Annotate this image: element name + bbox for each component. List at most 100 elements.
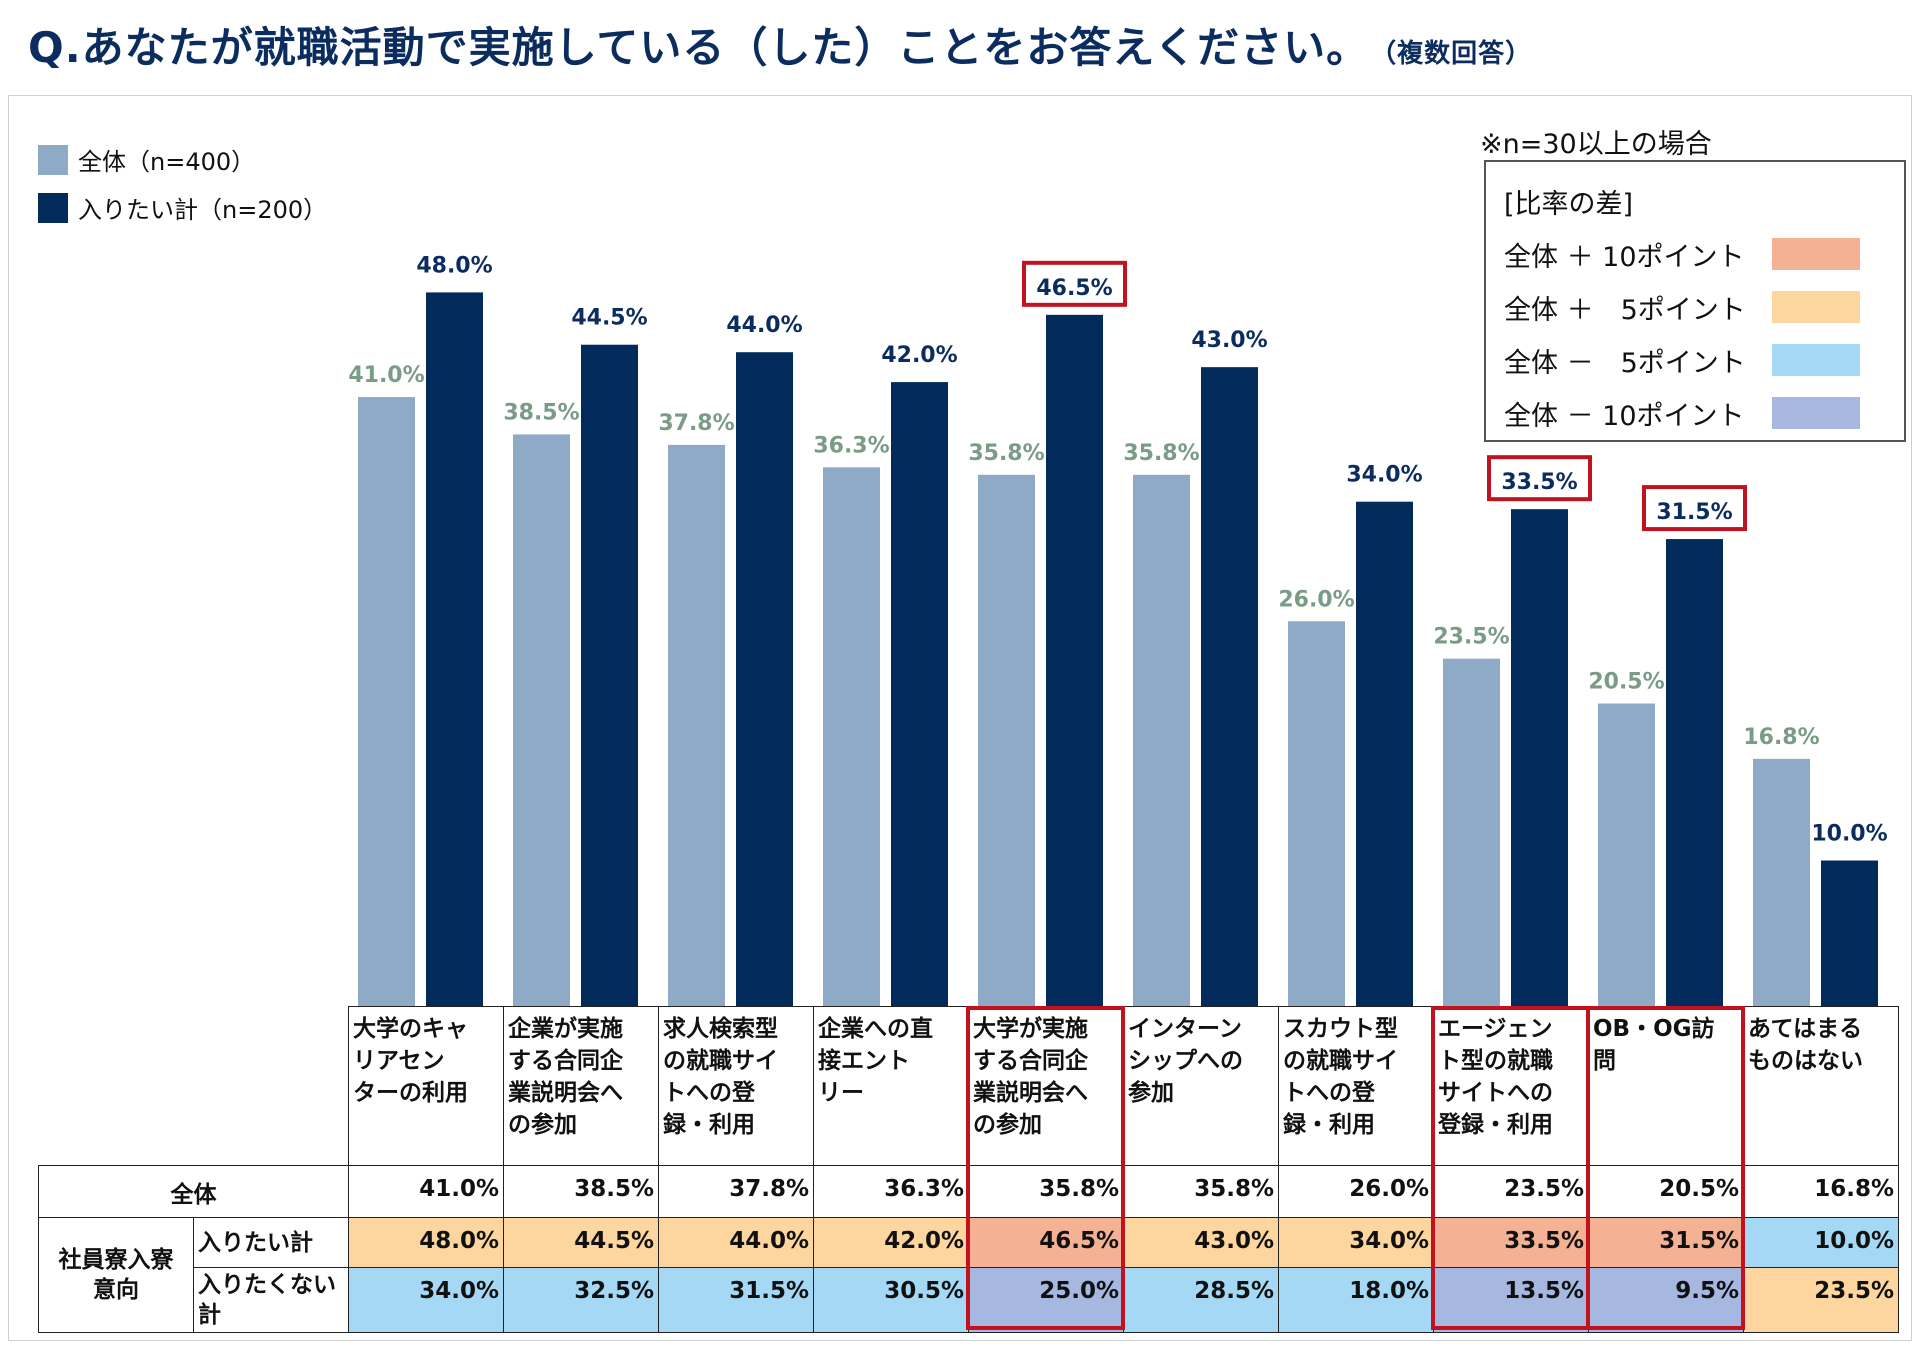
column-header-line: OB・OG訪 (1593, 1016, 1715, 1042)
bar-all-1 (513, 434, 570, 1010)
diff-swatch-minus10 (1772, 397, 1860, 429)
table-cell: 41.0% (348, 1165, 504, 1218)
table-cell: 44.0% (658, 1217, 814, 1268)
column-header-line: あてはまる (1748, 1016, 1863, 1042)
legend-item-all: 全体（n=400） (38, 142, 255, 177)
table-cell: 33.5% (1433, 1217, 1589, 1268)
table-cell: 31.5% (1588, 1217, 1744, 1268)
bar-all-9 (1753, 758, 1810, 1010)
column-header-5: インターン シップへの 参加 (1123, 1006, 1279, 1166)
title-text: Q.あなたが就職活動で実施している（した）ことをお答えください。 (28, 23, 1370, 72)
column-header-line: 接エント (818, 1048, 910, 1074)
diff-label-plus10: 全体 ＋ 10ポイント (1504, 242, 1745, 273)
column-header-line: 問 (1593, 1048, 1616, 1074)
column-header-line: サイトへの (1438, 1080, 1553, 1106)
label-all-4: 35.8% (968, 441, 1044, 466)
table-cell: 23.5% (1743, 1267, 1899, 1333)
column-header-line: 企業が実施 (508, 1016, 623, 1042)
bar-all-4 (978, 474, 1035, 1010)
diff-legend-title: [比率の差] (1504, 189, 1634, 220)
table-row: 全体 41.0% 38.5% 37.8% 36.3% 35.8% 35.8% 26.0% 23.… (38, 1165, 1899, 1218)
diff-legend: [比率の差] 全体 ＋ 10ポイント 全体 ＋ 5ポイント 全体 － 5ポイント… (1484, 160, 1906, 442)
bar-all-3 (823, 467, 880, 1010)
column-header-line: スカウト型 (1283, 1016, 1398, 1042)
bar-want-2 (736, 352, 793, 1010)
label-all-5: 35.8% (1123, 441, 1199, 466)
label-want-2: 44.0% (726, 313, 802, 338)
label-want-5: 43.0% (1191, 328, 1267, 353)
column-header-line: リアセン (353, 1048, 445, 1074)
bar-chart: 41.0% 48.0% 38.5% 44.5% 37.8% 44.0% 36.3% 42.0%… (348, 253, 1888, 1010)
bar-want-7 (1511, 509, 1568, 1010)
column-header-line: 録・利用 (1283, 1112, 1375, 1138)
column-header-9: あてはまる ものはない (1743, 1006, 1899, 1166)
table-cell: 23.5% (1433, 1165, 1589, 1218)
table-cell: 20.5% (1588, 1165, 1744, 1218)
label-want-6: 34.0% (1346, 463, 1422, 488)
column-header-line: 業説明会へ (973, 1080, 1088, 1106)
column-header-line: ターの利用 (353, 1080, 468, 1106)
column-header-line: する合同企 (508, 1048, 623, 1074)
row-label-2: 入りたくない計 (193, 1267, 349, 1333)
column-header-line: 登録・利用 (1438, 1112, 1553, 1138)
table-cell: 37.8% (658, 1165, 814, 1218)
column-header-line: 参加 (1128, 1080, 1174, 1106)
label-want-1: 44.5% (571, 306, 647, 331)
column-header-line: 企業への直 (818, 1016, 933, 1042)
legend-swatch-all (38, 144, 68, 175)
column-header-line: 業説明会へ (508, 1080, 623, 1106)
diff-swatch-plus5 (1772, 291, 1860, 323)
column-header-line: エージェン (1438, 1016, 1553, 1042)
label-want-8: 31.5% (1656, 500, 1732, 525)
column-header-line: トへの登 (663, 1080, 755, 1106)
bar-all-6 (1288, 621, 1345, 1010)
table-cell: 42.0% (813, 1217, 969, 1268)
column-header-line: の就職サイ (663, 1048, 778, 1074)
legend-label-want: 入りたい計（n=200） (78, 196, 328, 224)
column-header-line: の参加 (508, 1112, 577, 1138)
title-note: （複数回答） (1383, 39, 1533, 69)
column-header-line: リー (818, 1080, 864, 1106)
table-cell: 35.8% (968, 1165, 1124, 1218)
table-cell: 28.5% (1123, 1267, 1279, 1333)
bar-all-5 (1133, 474, 1190, 1010)
legend-item-want: 入りたい計（n=200） (38, 190, 327, 225)
bar-want-5 (1201, 367, 1258, 1010)
bar-want-9 (1821, 860, 1878, 1010)
column-header-8: OB・OG訪問 (1588, 1006, 1744, 1166)
table-cell: 13.5% (1433, 1267, 1589, 1333)
label-want-7: 33.5% (1501, 470, 1577, 495)
bar-want-6 (1356, 501, 1413, 1010)
table-cell: 32.5% (503, 1267, 659, 1333)
diff-swatch-plus10 (1772, 238, 1860, 270)
page-title: Q.あなたが就職活動で実施している（した）ことをお答えください。 （複数回答） (28, 14, 1532, 75)
row-label-1: 入りたい計 (193, 1217, 349, 1268)
table-cell: 48.0% (348, 1217, 504, 1268)
label-want-4: 46.5% (1036, 276, 1112, 301)
column-header-line: ト型の就職 (1438, 1048, 1553, 1074)
label-highlight-8 (1642, 485, 1747, 532)
table-header-row: 大学のキャ リアセン ターの利用 企業が実施 する合同企 業説明会へ の参加 求人検索型 の就職… (39, 1006, 1899, 1166)
label-all-3: 36.3% (813, 433, 889, 458)
chart-frame (8, 95, 1912, 1341)
table-cell: 34.0% (348, 1267, 504, 1333)
label-all-2: 37.8% (658, 411, 734, 436)
table-row: 入りたくない計 34.0% 32.5% 31.5% 30.5% 25.0% 28.5% 18.… (39, 1267, 1899, 1333)
bar-want-8 (1666, 539, 1723, 1010)
label-all-7: 23.5% (1433, 625, 1509, 650)
column-header-line: の参加 (973, 1112, 1042, 1138)
diff-label-plus5: 全体 ＋ 5ポイント (1504, 295, 1746, 326)
label-all-9: 16.8% (1743, 725, 1819, 750)
data-table: 大学のキャ リアセン ターの利用 企業が実施 する合同企 業説明会へ の参加 求人検索型 の就職… (38, 1006, 1899, 1333)
bar-want-1 (581, 344, 638, 1010)
bar-all-8 (1598, 703, 1655, 1010)
table-cell: 16.8% (1743, 1165, 1899, 1218)
column-header-line: シップへの (1128, 1048, 1243, 1074)
label-all-1: 38.5% (503, 400, 579, 425)
table-cell: 34.0% (1278, 1217, 1434, 1268)
column-header-line: トへの登 (1283, 1080, 1375, 1106)
label-highlight-4 (1022, 260, 1127, 307)
diff-label-minus5: 全体 － 5ポイント (1504, 348, 1746, 379)
column-header-6: スカウト型の就職サイトへの登録・利用 (1278, 1006, 1434, 1166)
column-header-line: の就職サイ (1283, 1048, 1398, 1074)
